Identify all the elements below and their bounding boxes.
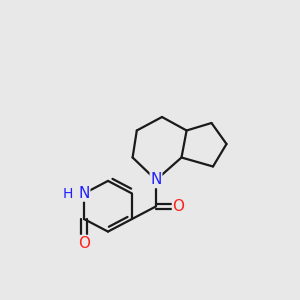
Text: H: H (62, 187, 73, 200)
Text: O: O (172, 199, 184, 214)
Text: O: O (78, 236, 90, 250)
Text: N: N (78, 186, 90, 201)
Text: N: N (150, 172, 162, 188)
